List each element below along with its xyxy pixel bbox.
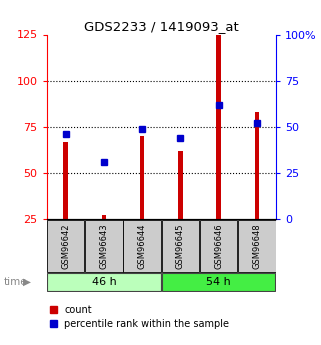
Text: GSM96648: GSM96648 (252, 223, 261, 269)
Text: GSM96646: GSM96646 (214, 223, 223, 269)
Title: GDS2233 / 1419093_at: GDS2233 / 1419093_at (84, 20, 239, 33)
Bar (238, 220, 276, 272)
Bar (216, 33, 221, 219)
Bar (102, 215, 106, 219)
Bar (162, 220, 199, 272)
Bar (178, 151, 183, 219)
Bar (85, 220, 123, 272)
Bar (47, 274, 160, 290)
Legend: count, percentile rank within the sample: count, percentile rank within the sample (50, 305, 230, 329)
Text: GSM96645: GSM96645 (176, 223, 185, 268)
Text: GSM96644: GSM96644 (138, 223, 147, 268)
Bar (162, 274, 275, 290)
Text: 54 h: 54 h (206, 277, 231, 287)
Bar (47, 220, 84, 272)
Text: GSM96642: GSM96642 (61, 223, 70, 268)
Bar (140, 136, 144, 219)
Bar (255, 112, 259, 219)
Bar (63, 141, 68, 219)
Text: time: time (3, 277, 27, 287)
Text: GSM96643: GSM96643 (100, 223, 108, 269)
Text: 46 h: 46 h (91, 277, 116, 287)
Bar (124, 220, 161, 272)
Text: ▶: ▶ (23, 277, 31, 287)
Bar (200, 220, 238, 272)
